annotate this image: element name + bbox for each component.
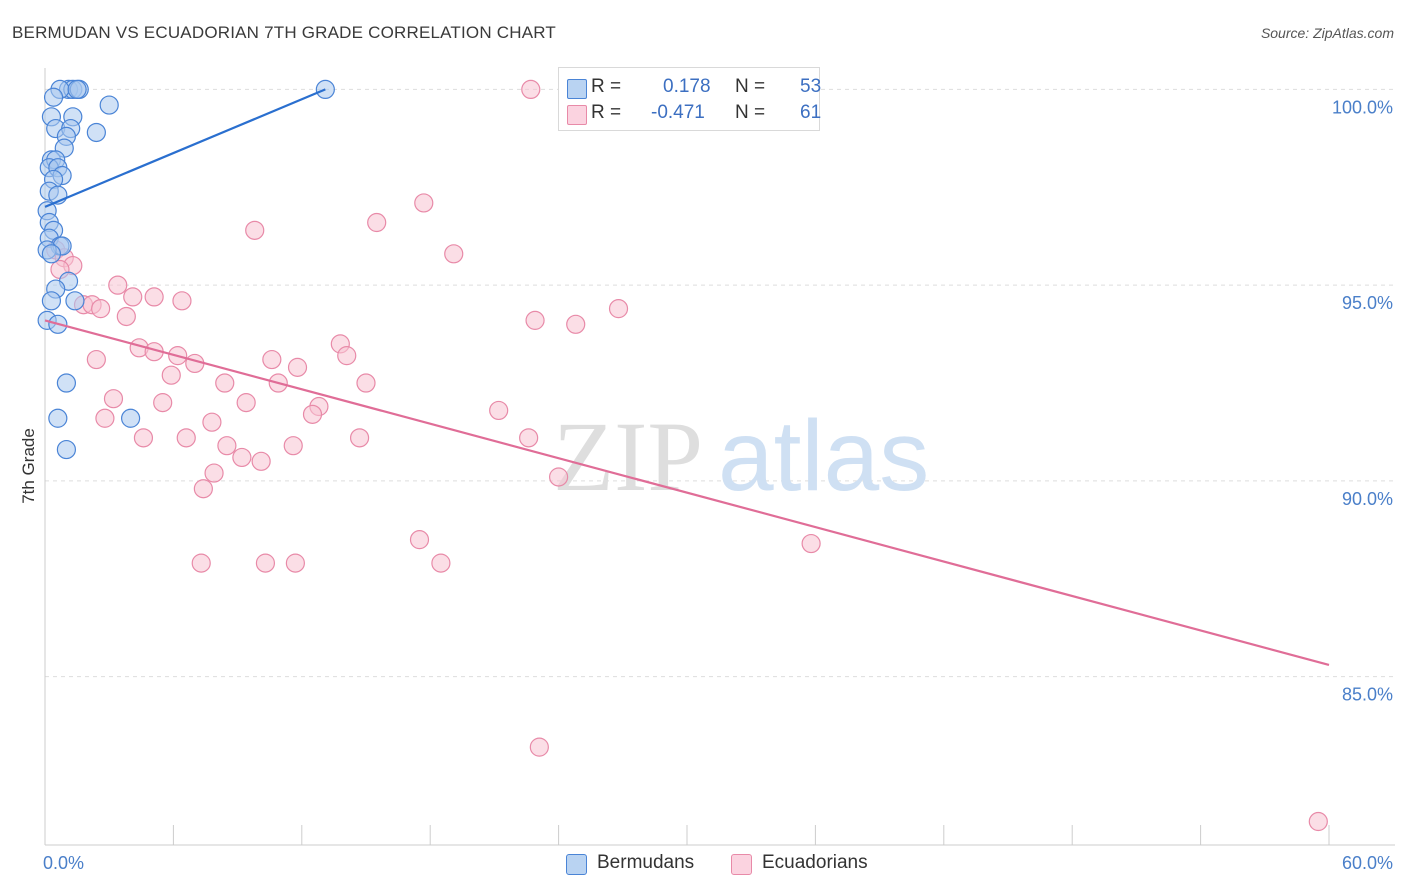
data-point — [43, 87, 64, 107]
data-point — [121, 408, 141, 428]
data-point — [204, 463, 224, 483]
data-point — [95, 408, 115, 428]
data-point — [236, 393, 256, 413]
x-tick-label: 60.0% — [1342, 853, 1393, 873]
legend-swatch-pink — [731, 854, 752, 875]
watermark: ZIP atlas — [553, 400, 929, 512]
data-point — [91, 299, 111, 319]
data-point — [245, 220, 265, 240]
data-point — [67, 79, 87, 100]
data-point — [103, 389, 124, 409]
x-tick-label: 0.0% — [43, 853, 84, 873]
y-tick-labels: 85.0% 90.0% 95.0% 100.0% — [1332, 97, 1393, 704]
data-point — [193, 479, 213, 499]
r-label: R = — [591, 76, 622, 97]
y-axis-label: 7th Grade — [19, 428, 38, 504]
data-point — [529, 737, 549, 757]
n-label: N = — [735, 102, 766, 123]
y-tick-label: 95.0% — [1342, 293, 1393, 313]
grid-lines — [45, 88, 1395, 678]
data-point — [41, 291, 62, 311]
data-point — [144, 287, 164, 307]
data-point — [185, 353, 205, 374]
series-ecuadorians-points — [46, 79, 1328, 832]
data-point — [99, 95, 119, 115]
data-point — [409, 530, 430, 550]
data-point — [116, 306, 136, 327]
data-point — [525, 310, 545, 330]
data-point — [367, 212, 387, 233]
data-point — [161, 365, 181, 385]
y-tick-label: 90.0% — [1342, 489, 1393, 509]
data-point — [48, 408, 68, 428]
x-tick-labels: 0.0% 60.0% — [43, 853, 1393, 873]
data-point — [431, 553, 451, 573]
data-point — [123, 287, 143, 307]
data-point — [215, 373, 235, 393]
data-point — [548, 467, 569, 487]
data-point — [337, 346, 357, 366]
data-point — [283, 436, 303, 456]
data-point — [285, 553, 305, 573]
data-point — [251, 451, 271, 471]
data-point — [444, 244, 464, 264]
data-point — [133, 428, 154, 448]
watermark-atlas: atlas — [718, 400, 929, 512]
stats-legend: R = 0.178 N = 53 R = -0.471 N = 61 — [558, 67, 822, 131]
data-point — [153, 393, 173, 413]
trend-lines — [44, 88, 1330, 666]
data-point — [356, 373, 376, 393]
data-point — [176, 428, 196, 448]
legend-swatch-blue — [566, 854, 587, 875]
series-bermudans-points — [37, 79, 335, 460]
data-point — [56, 373, 77, 393]
data-point — [302, 404, 323, 424]
data-point — [801, 533, 821, 554]
legend-label: Ecuadorians — [762, 852, 868, 873]
source-credit: Source: ZipAtlas.com — [1260, 25, 1394, 41]
data-point — [1308, 811, 1328, 832]
data-point — [217, 436, 237, 456]
data-point — [349, 428, 370, 448]
data-point — [566, 314, 586, 334]
n-value: 61 — [800, 102, 822, 123]
data-point — [86, 349, 106, 370]
data-point — [86, 122, 106, 143]
data-point — [414, 193, 434, 213]
data-point — [172, 291, 192, 311]
data-point — [489, 400, 509, 421]
n-value: 53 — [800, 76, 822, 97]
data-point — [65, 291, 85, 311]
trend-line — [44, 88, 326, 208]
r-value: 0.178 — [663, 76, 711, 97]
y-tick-label: 85.0% — [1342, 685, 1393, 705]
data-point — [191, 553, 211, 573]
data-point — [519, 428, 539, 448]
r-label: R = — [591, 102, 622, 123]
data-point — [56, 439, 77, 460]
r-value: -0.471 — [651, 102, 705, 123]
chart-title: BERMUDAN VS ECUADORIAN 7TH GRADE CORRELA… — [12, 23, 556, 42]
watermark-zip: ZIP — [553, 401, 703, 512]
data-point — [262, 349, 282, 370]
data-point — [232, 447, 252, 468]
data-point — [255, 553, 276, 573]
legend-swatch-blue — [567, 79, 587, 99]
n-label: N = — [735, 76, 766, 97]
data-point — [608, 299, 629, 319]
legend-swatch-pink — [567, 105, 587, 125]
data-point — [521, 79, 541, 100]
data-point — [287, 357, 308, 377]
data-point — [41, 244, 62, 264]
y-tick-label: 100.0% — [1332, 97, 1393, 117]
trend-line — [44, 319, 1330, 666]
data-point — [202, 412, 222, 432]
legend-label: Bermudans — [597, 852, 695, 873]
data-point — [108, 275, 128, 295]
